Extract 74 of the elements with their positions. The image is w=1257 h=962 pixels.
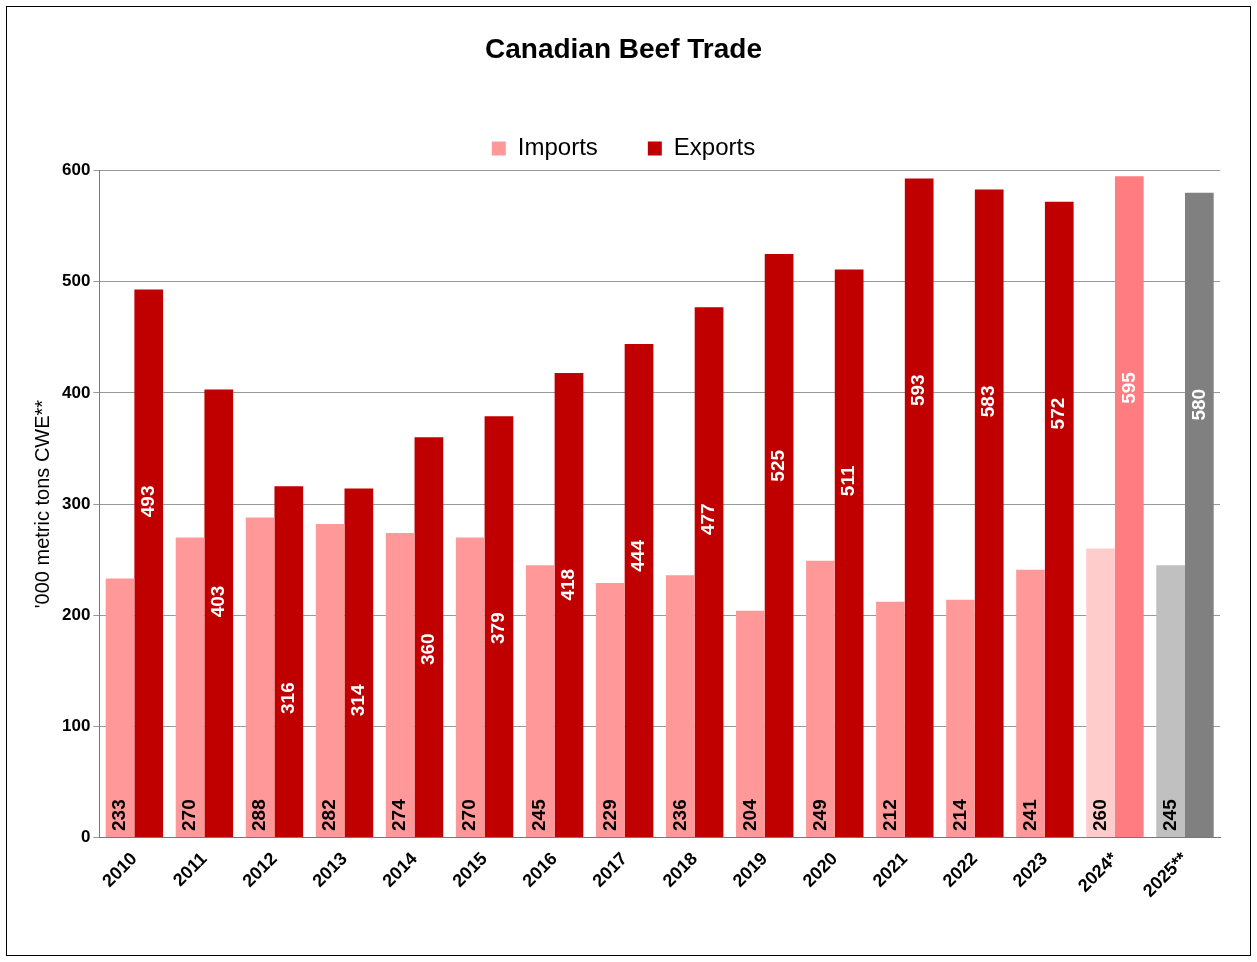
data-label: 444 bbox=[627, 539, 649, 572]
y-tick-label: 400 bbox=[61, 382, 91, 402]
data-label: 379 bbox=[487, 612, 509, 644]
bar bbox=[245, 517, 275, 838]
y-tick-label: 300 bbox=[61, 493, 91, 513]
data-label: 212 bbox=[878, 799, 900, 832]
bar bbox=[974, 189, 1004, 838]
data-label: 260 bbox=[1088, 799, 1110, 832]
bar bbox=[595, 582, 625, 838]
data-label: 580 bbox=[1187, 388, 1209, 421]
bar bbox=[134, 289, 164, 838]
y-tick-label: 200 bbox=[61, 604, 91, 624]
y-tick-label: 0 bbox=[80, 827, 91, 847]
bar bbox=[946, 599, 975, 838]
bar bbox=[385, 532, 415, 838]
data-label: 593 bbox=[907, 374, 929, 407]
bar bbox=[315, 524, 345, 838]
bar bbox=[736, 610, 765, 838]
bar bbox=[274, 486, 304, 838]
data-label: 241 bbox=[1018, 798, 1040, 832]
data-label: 274 bbox=[388, 798, 410, 832]
data-label: 270 bbox=[458, 799, 480, 832]
data-label: 572 bbox=[1047, 397, 1069, 430]
bar bbox=[1156, 565, 1185, 838]
data-label: 360 bbox=[417, 633, 439, 666]
data-label: 282 bbox=[318, 799, 340, 832]
chart-title: Canadian Beef Trade bbox=[485, 32, 762, 64]
y-tick-label: 600 bbox=[61, 160, 91, 180]
y-tick-label: 500 bbox=[61, 271, 91, 291]
data-label: 316 bbox=[277, 682, 299, 714]
data-label: 525 bbox=[767, 449, 789, 482]
bar bbox=[1184, 192, 1214, 838]
bar bbox=[1016, 569, 1045, 838]
bar bbox=[455, 537, 485, 838]
bar bbox=[175, 537, 205, 838]
bar bbox=[876, 601, 905, 838]
data-label: 245 bbox=[528, 798, 550, 832]
bar bbox=[1114, 176, 1144, 838]
data-label: 314 bbox=[347, 684, 369, 717]
bar bbox=[1044, 201, 1074, 838]
data-label: 245 bbox=[1158, 798, 1180, 832]
data-label: 583 bbox=[977, 385, 999, 418]
data-label: 233 bbox=[108, 799, 130, 832]
bar bbox=[554, 372, 584, 838]
data-label: 214 bbox=[948, 798, 970, 832]
y-axis-title: '000 metric tons CWE** bbox=[30, 399, 53, 609]
data-label: 249 bbox=[808, 799, 830, 832]
data-label: 403 bbox=[207, 585, 229, 618]
bar bbox=[1086, 548, 1115, 838]
bar bbox=[414, 437, 444, 838]
bar bbox=[525, 565, 555, 838]
data-label: 418 bbox=[557, 568, 579, 601]
bar bbox=[204, 389, 234, 838]
data-label: 477 bbox=[697, 503, 719, 536]
bar bbox=[694, 307, 724, 838]
data-label: 270 bbox=[178, 799, 200, 832]
bar bbox=[834, 269, 864, 838]
bar bbox=[904, 178, 934, 838]
data-label: 229 bbox=[598, 799, 620, 832]
bar bbox=[764, 253, 794, 838]
bar bbox=[484, 416, 514, 838]
bar bbox=[665, 575, 695, 838]
bar bbox=[624, 344, 654, 838]
data-label: 204 bbox=[738, 798, 760, 832]
data-label: 493 bbox=[136, 485, 158, 518]
y-tick-label: 100 bbox=[61, 716, 91, 736]
bar bbox=[344, 488, 374, 838]
data-label: 511 bbox=[837, 465, 859, 497]
bar bbox=[105, 578, 135, 838]
data-label: 288 bbox=[248, 799, 270, 832]
bar bbox=[806, 560, 835, 838]
data-label: 236 bbox=[668, 799, 690, 832]
data-label: 595 bbox=[1117, 371, 1139, 404]
legend-label: Imports bbox=[517, 133, 598, 161]
